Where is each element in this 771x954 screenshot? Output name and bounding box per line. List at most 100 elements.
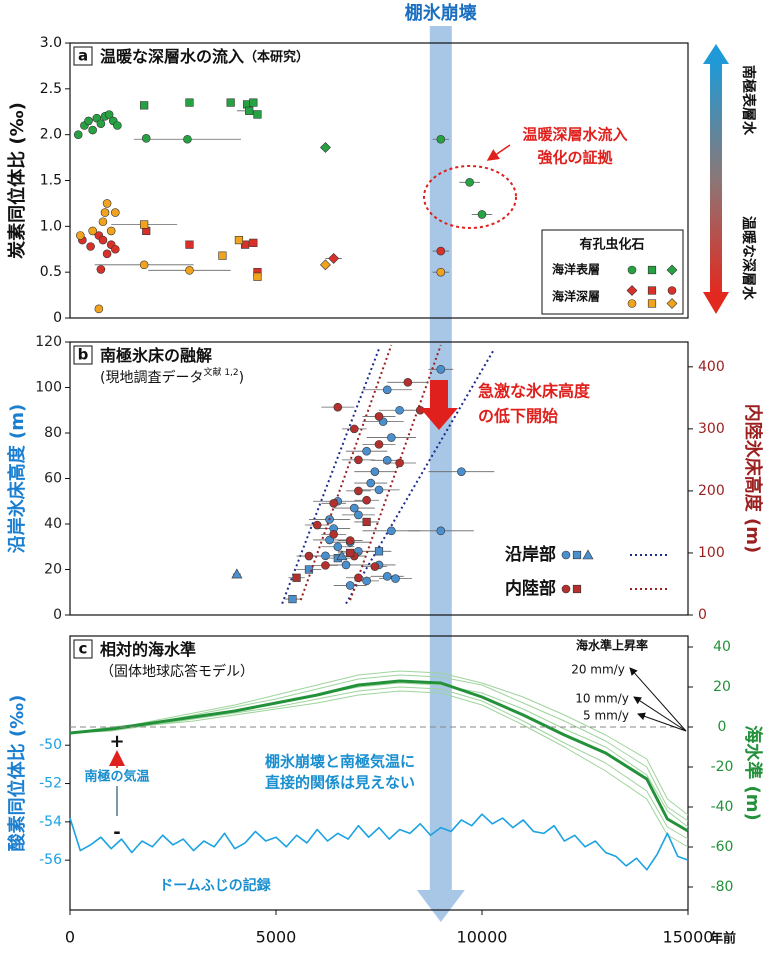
panel-letter: b — [78, 346, 89, 364]
marker — [391, 574, 400, 583]
marker — [647, 299, 657, 308]
annotation: 急激な氷床高度 — [478, 382, 591, 401]
marker — [253, 272, 262, 281]
fit-line — [299, 344, 393, 601]
marker — [98, 235, 108, 245]
y-tick-label: 1.5 — [40, 173, 62, 189]
annotation: の低下開始 — [478, 407, 558, 426]
colorbar — [710, 62, 722, 294]
legend-label: 海洋深層 — [552, 289, 600, 304]
y-tick-label: -56 — [39, 852, 62, 868]
annotation-arrow — [486, 144, 511, 161]
legend-box — [541, 229, 684, 315]
marker — [582, 549, 594, 560]
y2-tick-label: 0 — [698, 607, 707, 623]
colorbar-down — [703, 292, 729, 314]
marker — [292, 573, 301, 582]
y-tick-label: 40 — [44, 516, 62, 532]
y-tick-label: 100 — [35, 380, 62, 396]
title: 温暖な深層水の流入 — [99, 47, 244, 66]
marker — [382, 572, 392, 581]
marker — [241, 240, 250, 249]
marker — [349, 503, 359, 513]
temp-label: 南極の気温 — [84, 769, 149, 785]
y2-tick-label: 20 — [713, 679, 731, 695]
y2-tick-label: -20 — [711, 759, 734, 775]
panel-subtitle: (現地調査データ文献 1,2) — [100, 366, 244, 387]
marker — [387, 526, 396, 536]
y-axis-label: 沿岸氷床高度 (m) — [6, 404, 28, 553]
marker — [86, 242, 95, 251]
marker — [370, 467, 380, 476]
marker — [354, 486, 363, 496]
annotation: 強化の証拠 — [537, 149, 613, 167]
marker — [312, 520, 322, 530]
marker — [374, 412, 384, 421]
marker — [100, 208, 110, 217]
collapse-arrowhead — [416, 890, 465, 922]
legend-label: 内陸部 — [505, 578, 556, 599]
highlight-ellipse — [423, 165, 517, 229]
line-series — [69, 679, 689, 833]
marker — [666, 264, 678, 276]
y-tick-label: 120 — [35, 334, 62, 350]
marker — [561, 550, 571, 560]
marker — [436, 267, 446, 277]
y-tick-label: 2.5 — [40, 81, 62, 97]
marker — [572, 584, 582, 594]
marker — [436, 364, 446, 374]
panel-title: 南極氷床の融解 — [100, 346, 212, 365]
marker — [141, 134, 151, 143]
y-tick-label: 0 — [53, 607, 62, 623]
panel-frame — [69, 635, 689, 911]
marker — [111, 244, 120, 254]
marker — [354, 573, 363, 583]
line-series — [69, 670, 689, 816]
marker — [113, 121, 122, 130]
y2-axis-label: 内陸氷床高度 (m) — [742, 404, 764, 553]
legend-label: 海洋表層 — [552, 262, 600, 277]
marker — [395, 458, 404, 468]
y-tick-label: -52 — [39, 776, 62, 792]
marker — [234, 235, 244, 245]
marker — [88, 226, 97, 236]
legend-title: 有孔虫化石 — [579, 237, 644, 253]
marker — [436, 134, 446, 144]
colorbar-up — [703, 44, 729, 64]
marker — [76, 231, 85, 240]
fit-line — [281, 348, 380, 604]
marker — [333, 402, 343, 412]
marker — [370, 562, 380, 571]
marker — [329, 499, 338, 508]
marker — [465, 178, 474, 187]
marker — [382, 385, 392, 395]
title: 南極氷床の融解 — [100, 346, 212, 365]
colorbar-bottom-label: 温暖な深層水 — [740, 216, 757, 301]
marker — [403, 378, 413, 387]
marker — [102, 199, 112, 208]
marker — [320, 142, 331, 153]
x-tick-label: 15000 — [663, 928, 714, 947]
panel-letter: a — [78, 47, 88, 65]
temp-minus: - — [113, 822, 120, 843]
y-tick-label: 80 — [44, 425, 62, 441]
marker — [666, 298, 678, 309]
marker — [354, 455, 363, 465]
y-axis-label: 酸素同位体比 (‰) — [6, 695, 28, 852]
rate-arrow — [637, 712, 687, 732]
marker — [436, 526, 446, 536]
rate-label: 20 mm/y — [571, 663, 625, 677]
y2-tick-label: 200 — [698, 483, 725, 499]
panel-subtitle: （固体地球応答モデル） — [100, 663, 254, 680]
y2-tick-label: -60 — [711, 839, 734, 855]
y2-tick-label: 400 — [698, 359, 725, 375]
y2-tick-label: -80 — [711, 879, 734, 895]
y-tick-label: 1.0 — [40, 218, 62, 234]
reference: 文献 1,2 — [203, 366, 238, 378]
drop-arrow — [420, 380, 458, 430]
panel-title: 相対的海水準 — [100, 640, 196, 659]
marker — [395, 405, 404, 415]
x-unit: 年前 — [710, 931, 736, 947]
marker — [321, 551, 330, 561]
